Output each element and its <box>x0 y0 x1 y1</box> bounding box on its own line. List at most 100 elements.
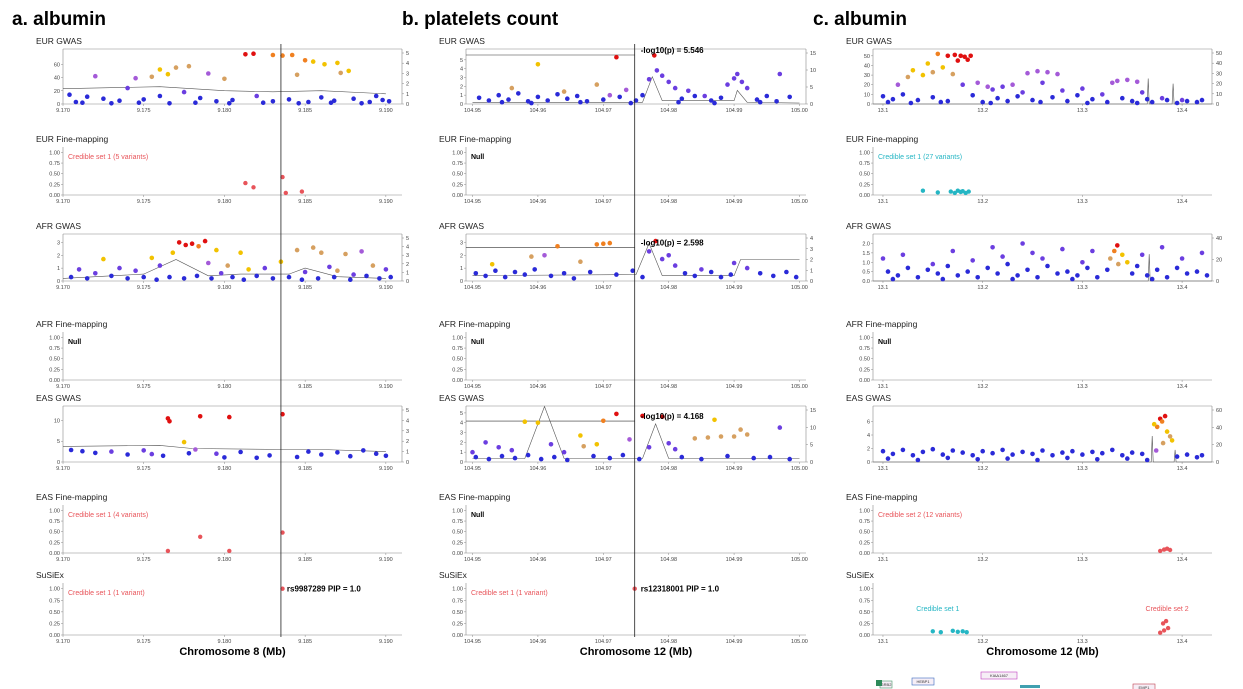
variant-point <box>1065 269 1070 274</box>
variant-point <box>1000 84 1005 89</box>
y-tick-label: 1.00 <box>49 587 60 593</box>
x-tick-label: 9.190 <box>379 199 393 205</box>
variant-point <box>1129 450 1135 455</box>
variant-point <box>1005 261 1010 267</box>
variant-point <box>1174 454 1180 459</box>
variant-point <box>483 273 488 279</box>
variant-point <box>254 455 259 461</box>
y-tick-label: 0.75 <box>859 161 870 167</box>
x-tick-label: 9.185 <box>298 639 312 645</box>
variant-point <box>666 441 671 446</box>
panel-title: a. albumin <box>12 9 106 30</box>
pip-point <box>251 185 256 190</box>
variant-point <box>529 254 534 259</box>
y-tick-label: 1.5 <box>862 251 870 257</box>
x-tick-label: 13.2 <box>977 384 988 390</box>
variant-point <box>286 97 292 102</box>
x-tick-label: 13.1 <box>878 384 889 390</box>
variant-point <box>692 436 698 441</box>
x-tick-label: 104.99 <box>726 285 743 291</box>
variant-point <box>133 268 138 274</box>
variant-point <box>335 450 340 455</box>
y-tick-label: 4 <box>460 421 463 427</box>
x-tick-label: 9.190 <box>379 108 393 114</box>
y-tick-label: 2 <box>57 253 60 259</box>
variant-point <box>774 99 779 104</box>
x-tick-label: 9.170 <box>56 285 70 291</box>
x-tick-label: 104.95 <box>464 108 481 114</box>
y-tick-label: 0.00 <box>859 633 870 639</box>
variant-point <box>659 73 665 78</box>
variant-point <box>1025 267 1030 273</box>
x-tick-label: 104.99 <box>726 639 743 645</box>
variant-point <box>1090 449 1095 455</box>
row-eur-gwas: EUR GWAS 13.1 13.2 13.3 13.4 0 10 20 30 40 50 0 10 20… <box>846 36 1222 114</box>
y-tick-label: 1.00 <box>859 150 870 156</box>
x-tick-label: 13.1 <box>878 285 889 291</box>
right-tick-label: 5 <box>406 236 409 242</box>
variant-point <box>601 97 606 102</box>
variant-point <box>377 276 382 281</box>
variant-point <box>493 268 498 274</box>
right-tick-label: 5 <box>406 408 409 414</box>
right-tick-label: 2 <box>406 439 409 445</box>
variant-point <box>1194 99 1200 105</box>
variant-point <box>1010 82 1015 87</box>
variant-point <box>672 446 678 452</box>
row-eas-fine-mapping: EAS Fine-mapping 13.1 13.2 13.3 13.4 0.00 0.25… <box>846 492 1212 563</box>
x-tick-label: 105.00 <box>791 199 808 205</box>
variant-point <box>109 273 114 279</box>
x-tick-label: 105.00 <box>791 466 808 472</box>
variant-point <box>1035 68 1040 74</box>
variant-point <box>364 273 369 279</box>
variant-point <box>970 258 975 263</box>
variant-point <box>940 276 946 282</box>
variant-point <box>76 267 82 272</box>
subplot-title: AFR Fine-mapping <box>439 319 511 329</box>
x-axis-title: Chromosome 12 (Mb) <box>580 646 693 658</box>
x-tick-label: 104.96 <box>530 285 547 291</box>
variant-point <box>725 82 730 87</box>
y-tick-label: 1.00 <box>49 508 60 514</box>
variant-point <box>679 96 685 101</box>
y-tick-label: 0.50 <box>49 357 60 363</box>
variant-point <box>620 452 626 458</box>
variant-point <box>601 418 606 424</box>
subplot-title: EAS Fine-mapping <box>36 492 108 502</box>
variant-point <box>910 453 916 458</box>
x-tick-label: 13.4 <box>1177 199 1188 205</box>
x-tick-label: 9.170 <box>56 466 70 472</box>
variant-point <box>496 445 502 450</box>
variant-point <box>1110 447 1115 453</box>
x-tick-label: 13.3 <box>1077 639 1088 645</box>
x-tick-label: 9.170 <box>56 639 70 645</box>
y-tick-label: 0.25 <box>859 540 870 546</box>
variant-point <box>196 244 201 249</box>
variant-point <box>584 99 590 104</box>
variant-point <box>68 274 74 280</box>
variant-point <box>512 455 518 461</box>
variant-point <box>970 93 975 98</box>
variant-point <box>890 276 896 282</box>
right-tick-label: 20 <box>1216 443 1222 449</box>
subplot-title: EUR Fine-mapping <box>439 134 512 144</box>
row-eas-fine-mapping: EAS Fine-mapping 104.95 104.96 104.97 104.98… <box>439 492 808 563</box>
variant-point <box>910 68 916 73</box>
y-tick-label: 50 <box>864 54 870 60</box>
right-tick-label: 0 <box>1216 460 1219 466</box>
x-tick-label: 9.180 <box>218 108 232 114</box>
x-tick-label: 13.2 <box>977 557 988 563</box>
right-tick-label: 1 <box>406 270 409 276</box>
variant-point <box>890 451 896 457</box>
variant-point <box>1070 448 1075 454</box>
variant-point <box>246 267 251 272</box>
variant-point <box>787 94 792 100</box>
variant-point <box>1085 100 1090 106</box>
x-tick-label: 104.97 <box>595 639 612 645</box>
variant-point <box>607 92 613 98</box>
variant-point <box>1149 99 1155 105</box>
variant-point <box>67 92 72 97</box>
variant-point <box>1153 448 1159 453</box>
pip-point <box>280 586 285 591</box>
variant-point <box>1015 273 1020 278</box>
